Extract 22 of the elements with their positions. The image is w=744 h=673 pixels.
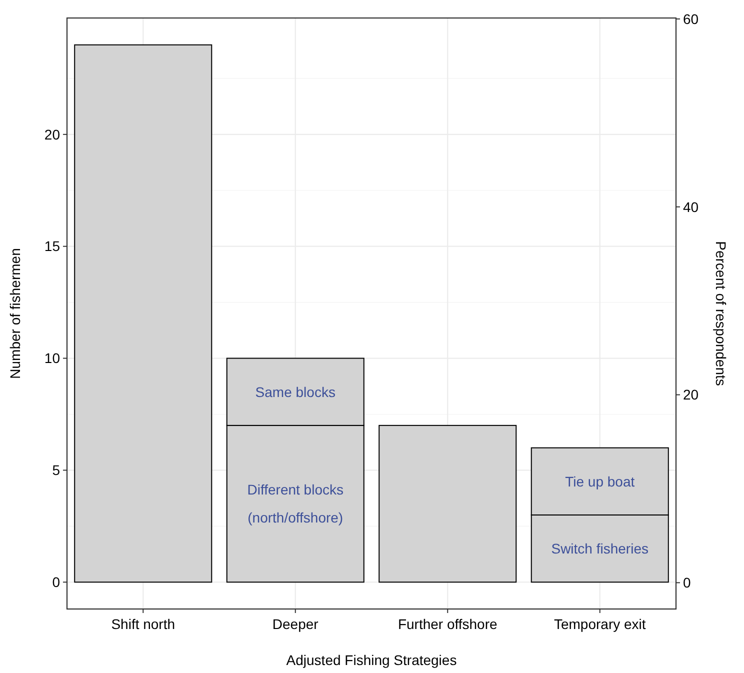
- y-tick-label: 0: [52, 574, 60, 590]
- x-axis-title: Adjusted Fishing Strategies: [286, 652, 457, 668]
- y2-tick-label: 60: [683, 10, 699, 27]
- y-axis-title: Number of fishermen: [7, 248, 23, 379]
- x-tick-label: Shift north: [111, 616, 176, 632]
- y-tick-label: 10: [44, 350, 60, 366]
- y-tick-label: 15: [44, 238, 60, 254]
- bar: [74, 44, 212, 583]
- y-tick-label: 20: [44, 126, 60, 142]
- x-tick-label: Further offshore: [398, 616, 498, 632]
- y-tick-label: 5: [52, 462, 60, 478]
- y2-axis-title: Percent of respondents: [713, 241, 729, 386]
- y2-tick-label: 0: [683, 574, 691, 591]
- data-label: Same blocks: [255, 384, 336, 400]
- y2-tick-label: 40: [683, 198, 699, 215]
- x-tick-label: Deeper: [272, 616, 319, 632]
- bar: [378, 424, 517, 583]
- x-tick-label: Temporary exit: [554, 616, 646, 632]
- data-label: Switch fisheries: [551, 540, 649, 556]
- y2-tick-label: 20: [683, 386, 699, 403]
- data-label: Tie up boat: [565, 473, 635, 490]
- data-label: Different blocks (north/offshore): [247, 482, 344, 526]
